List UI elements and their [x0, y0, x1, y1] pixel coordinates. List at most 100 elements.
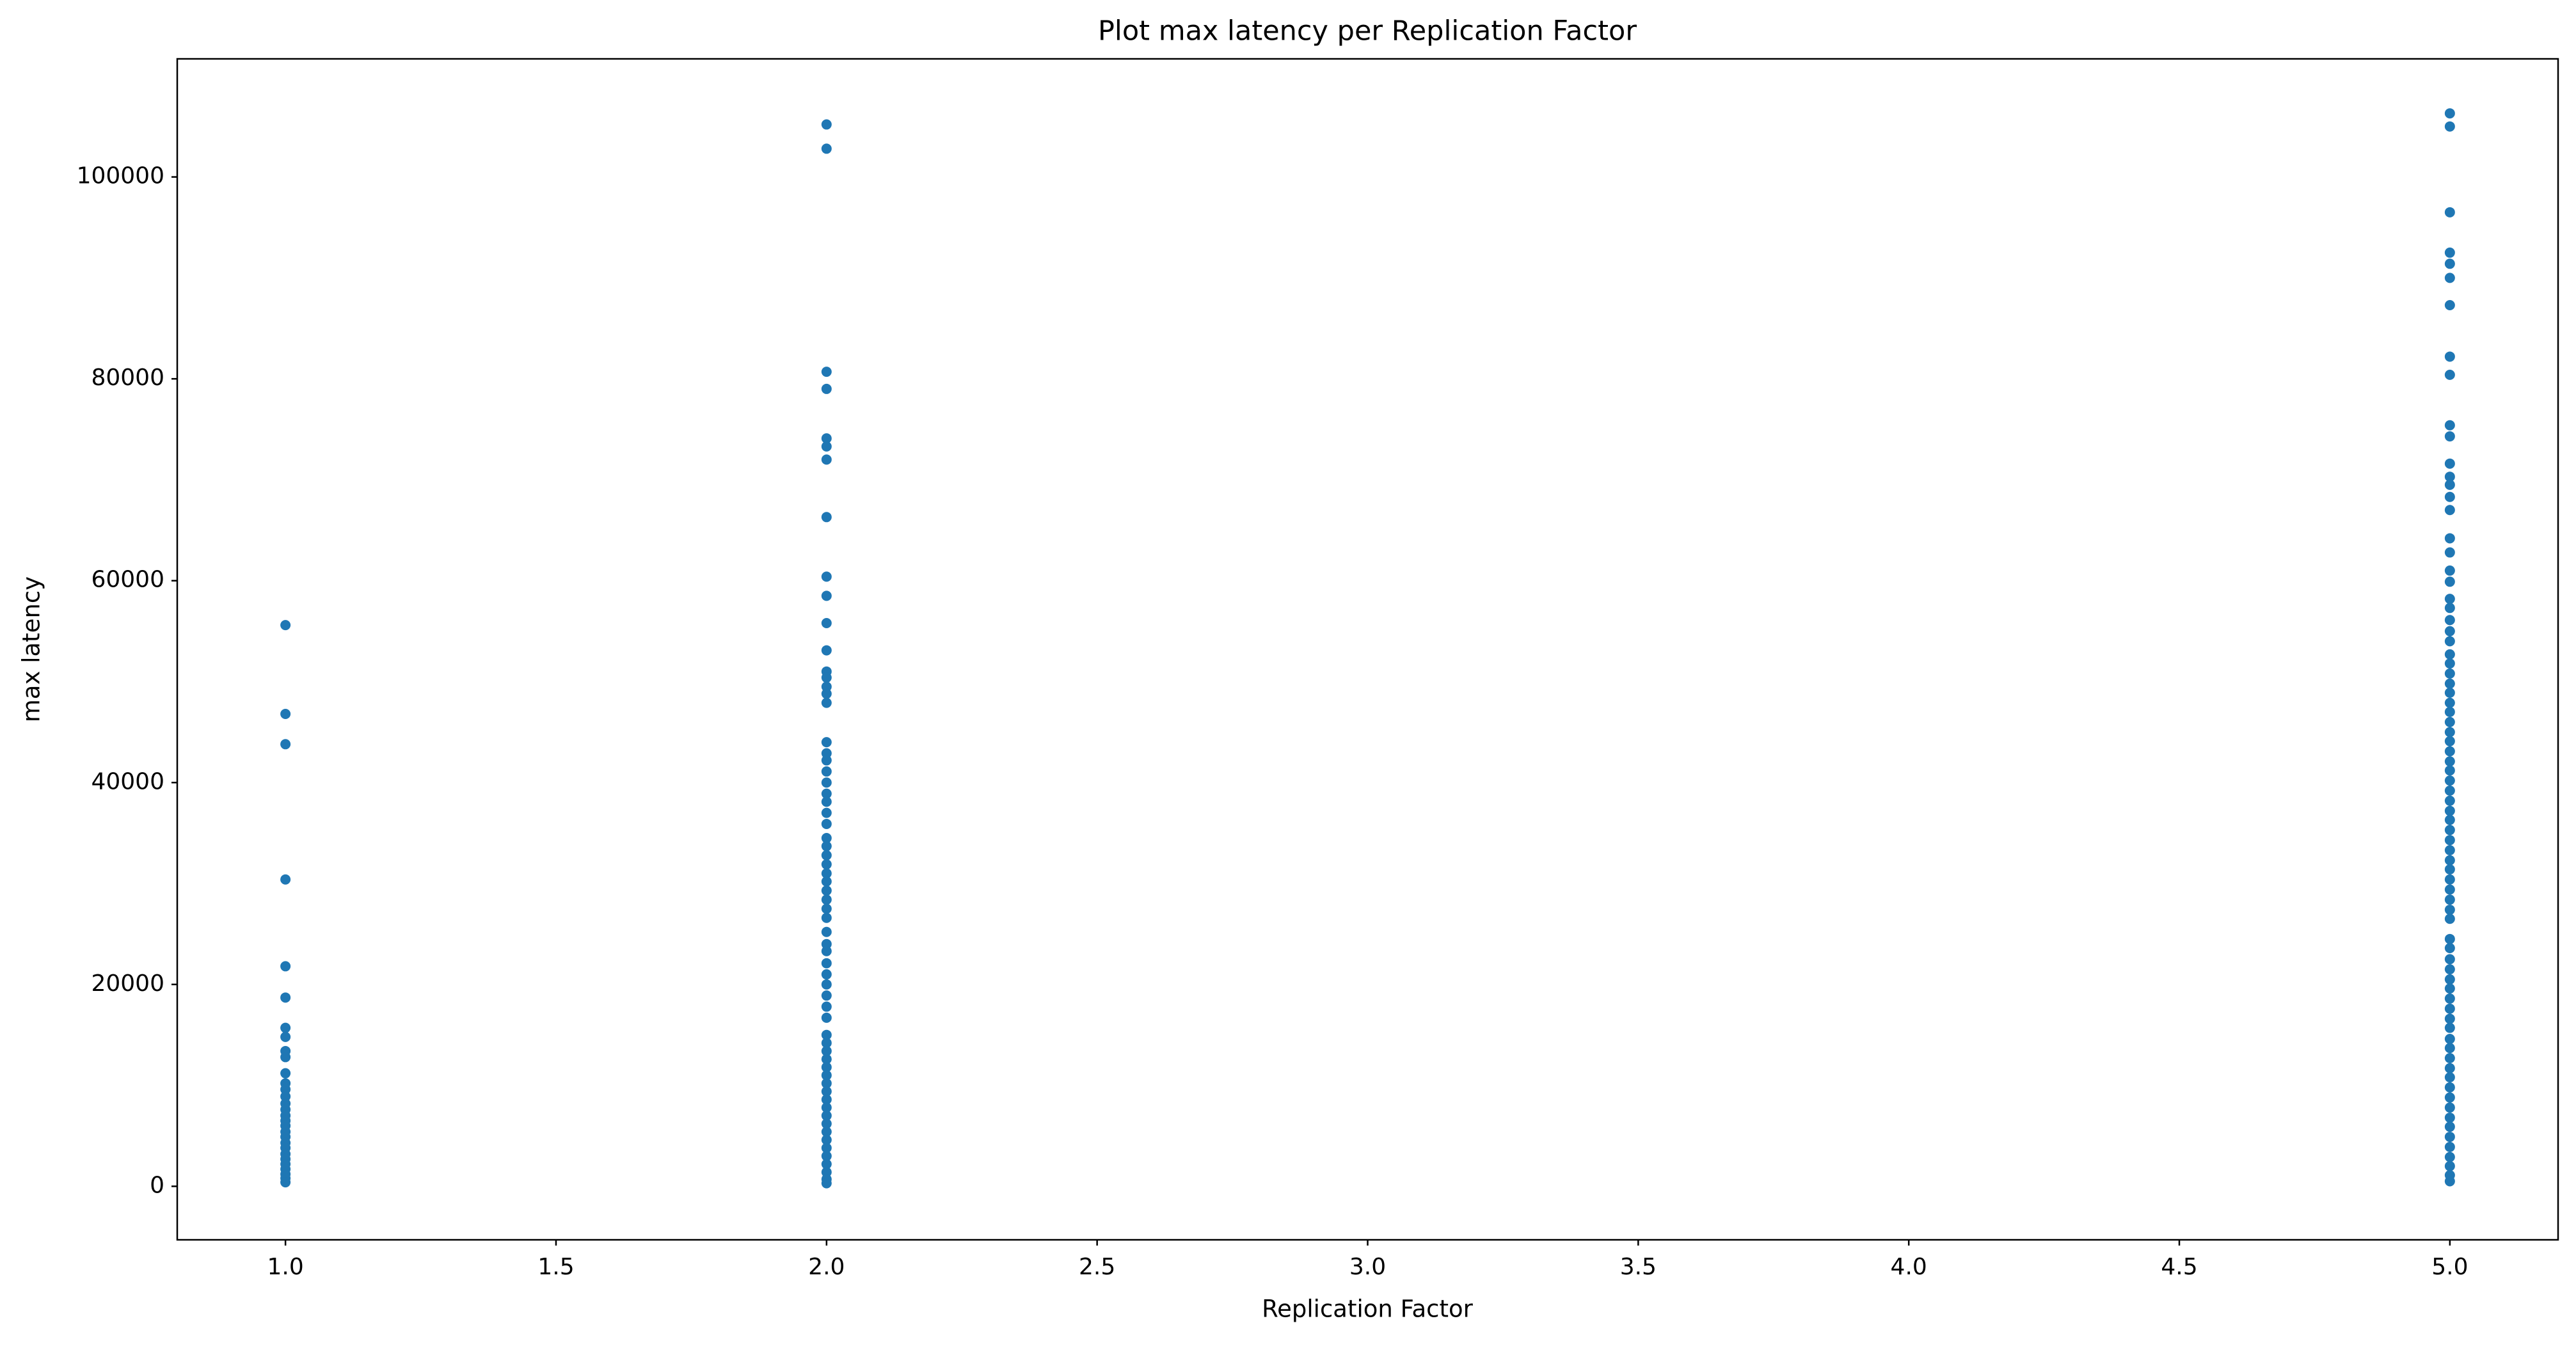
point	[2444, 687, 2455, 698]
point	[2444, 825, 2455, 835]
point	[821, 859, 832, 870]
point	[821, 796, 832, 807]
point	[821, 672, 832, 683]
point	[821, 617, 832, 628]
point	[821, 969, 832, 980]
y-tick-label: 0	[150, 1172, 164, 1198]
point	[2444, 1141, 2455, 1152]
point	[280, 620, 291, 631]
point	[2444, 736, 2455, 747]
point	[2444, 369, 2455, 380]
y-tick-label: 100000	[77, 163, 164, 189]
point	[2444, 576, 2455, 587]
point	[821, 868, 832, 879]
point	[2444, 874, 2455, 885]
point	[821, 590, 832, 601]
point	[280, 961, 291, 972]
point	[821, 894, 832, 905]
point	[821, 926, 832, 937]
point	[2444, 1072, 2455, 1082]
point	[821, 1143, 832, 1153]
point	[2444, 1152, 2455, 1162]
point	[821, 938, 832, 949]
point	[821, 876, 832, 887]
point	[2444, 207, 2455, 218]
point	[821, 143, 832, 154]
point	[2444, 1092, 2455, 1103]
point	[2444, 491, 2455, 502]
point	[2444, 603, 2455, 614]
point	[2444, 247, 2455, 258]
point	[821, 697, 832, 708]
point	[2444, 1176, 2455, 1187]
point	[2444, 471, 2455, 482]
x-tick-label: 4.0	[1891, 1254, 1927, 1280]
point	[2444, 258, 2455, 269]
point	[2444, 108, 2455, 119]
point	[821, 645, 832, 656]
point	[280, 739, 291, 750]
point	[2444, 993, 2455, 1004]
point	[821, 748, 832, 759]
point	[821, 383, 832, 394]
point	[821, 441, 832, 452]
point	[2444, 943, 2455, 954]
point	[2444, 894, 2455, 905]
point	[821, 1054, 832, 1065]
point	[2444, 697, 2455, 708]
point	[2444, 814, 2455, 825]
point	[821, 903, 832, 914]
point	[2444, 615, 2455, 626]
point	[2444, 864, 2455, 875]
point	[821, 850, 832, 860]
point	[2444, 1132, 2455, 1143]
point	[2444, 765, 2455, 776]
point	[821, 571, 832, 582]
point	[2444, 626, 2455, 637]
y-tick-label: 60000	[91, 567, 164, 593]
x-tick-label: 3.0	[1349, 1254, 1386, 1280]
point	[2444, 533, 2455, 544]
plot-frame	[176, 58, 2559, 1241]
point	[280, 1031, 291, 1042]
y-axis-label: max latency	[18, 576, 45, 722]
x-tick-label: 2.5	[1079, 1254, 1115, 1280]
point	[2444, 351, 2455, 362]
point	[2444, 1082, 2455, 1093]
point	[821, 1038, 832, 1049]
point	[2444, 479, 2455, 490]
x-tick-label: 3.5	[1620, 1254, 1657, 1280]
point	[2444, 983, 2455, 994]
point	[2444, 547, 2455, 558]
point	[821, 766, 832, 777]
point	[2444, 844, 2455, 855]
point	[2444, 1121, 2455, 1132]
point	[2444, 717, 2455, 727]
point	[2444, 964, 2455, 975]
point	[821, 1110, 832, 1121]
point	[821, 818, 832, 829]
point	[821, 737, 832, 748]
point	[821, 946, 832, 956]
point	[821, 958, 832, 969]
point	[2444, 668, 2455, 679]
point	[821, 512, 832, 523]
x-tick-label: 1.0	[267, 1254, 304, 1280]
point	[2444, 121, 2455, 132]
point	[821, 1178, 832, 1189]
point	[821, 1012, 832, 1023]
y-tick-label: 40000	[91, 768, 164, 795]
point	[2444, 636, 2455, 647]
point	[821, 841, 832, 851]
point	[2444, 1053, 2455, 1063]
point	[280, 708, 291, 719]
x-tick-label: 2.0	[808, 1254, 845, 1280]
chart-title: Plot max latency per Replication Factor	[1098, 15, 1637, 47]
y-tick-label: 20000	[91, 970, 164, 997]
point	[2444, 1043, 2455, 1054]
x-tick-label: 4.5	[2161, 1254, 2197, 1280]
point	[2444, 954, 2455, 965]
point	[2444, 658, 2455, 669]
point	[2444, 299, 2455, 310]
point	[2444, 727, 2455, 738]
